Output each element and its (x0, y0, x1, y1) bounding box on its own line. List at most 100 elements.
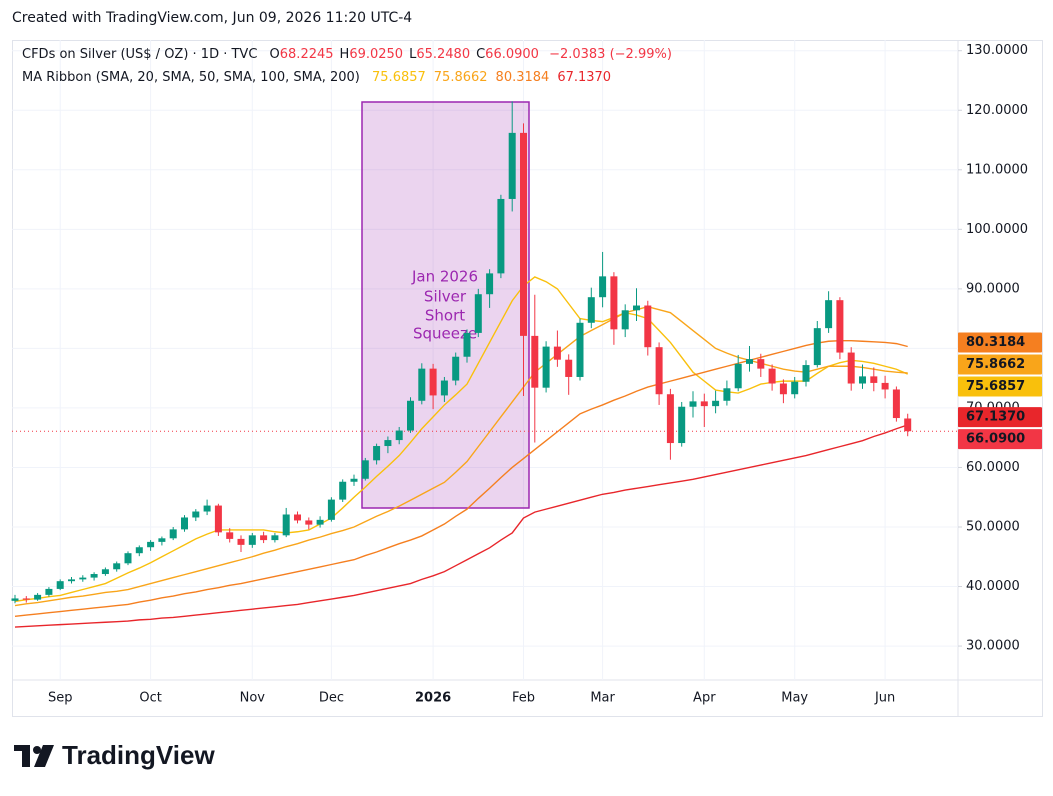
candle-body (621, 310, 629, 330)
y-tick-label: 40.0000 (966, 579, 1020, 594)
candle-body (90, 574, 98, 578)
candle-body (181, 517, 188, 530)
x-tick-label: Sep (48, 691, 73, 706)
candle-body (847, 352, 855, 384)
annotation-text: Silver (424, 288, 467, 306)
candle-body (113, 563, 121, 570)
ma-value: 80.3184 (495, 70, 550, 85)
annotation-text: Squeeze (413, 325, 477, 343)
y-tick-label: 30.0000 (966, 639, 1020, 654)
candle-body (124, 553, 132, 564)
x-tick-label: Nov (240, 691, 266, 706)
candle-body (429, 368, 437, 396)
ohlc-label: C (476, 47, 486, 62)
y-tick-label: 130.0000 (966, 43, 1028, 58)
y-tick-label: 60.0000 (966, 460, 1020, 475)
candle-body (350, 478, 358, 482)
candle-body (599, 276, 607, 298)
candle-body (395, 430, 403, 441)
candle-body (463, 332, 471, 357)
candle-body (870, 376, 878, 383)
ohlc-label: L (409, 47, 417, 62)
x-tick-label: 2026 (415, 691, 451, 706)
change: −2.0383 (−2.99%) (549, 47, 672, 62)
candle-body (452, 356, 460, 381)
chart-frame (12, 40, 1043, 717)
candle-body (135, 547, 143, 554)
logo: TradingView (14, 740, 215, 770)
candle-body (327, 499, 335, 520)
candle-body (689, 401, 697, 407)
price-label-box (958, 407, 1042, 428)
candle-body (486, 273, 494, 295)
logo-icon (34, 745, 54, 767)
logo-icon (22, 745, 30, 767)
grid (12, 40, 958, 680)
x-tick-label: Jun (874, 691, 895, 706)
candle-body (497, 198, 505, 274)
candle-body (339, 481, 347, 500)
x-tick-label: May (781, 691, 808, 706)
symbol: CFDs on Silver (US$ / OZ) · 1D · TVC (22, 47, 258, 62)
price-label-box (958, 354, 1042, 375)
x-tick-label: Oct (139, 691, 161, 706)
candle-body (440, 380, 448, 396)
price-label-box (958, 429, 1042, 450)
candle-body (802, 365, 810, 382)
candle-body (859, 376, 866, 384)
candle-body (813, 328, 821, 366)
candle-body (316, 519, 324, 525)
ma-value: 67.1370 (557, 70, 612, 85)
candle-body (520, 132, 527, 336)
candle-body (474, 294, 482, 333)
ma-line (14, 424, 908, 628)
annotation: Jan 2026 Silver Short Squeeze (361, 101, 530, 509)
candle-body (203, 505, 211, 512)
candle-body (576, 322, 584, 377)
candle-body (282, 514, 290, 536)
candle-body (248, 535, 256, 545)
candle-body (192, 511, 200, 518)
price-label: 75.6857 (966, 379, 1025, 394)
candle-body (633, 305, 640, 311)
candle-body (734, 363, 742, 389)
candle-body (407, 400, 414, 431)
candle-body (56, 581, 64, 589)
candle-body (361, 460, 369, 479)
y-tick-label: 50.0000 (966, 519, 1020, 534)
y-tick-label: 110.0000 (966, 162, 1028, 177)
candle-body (712, 400, 720, 407)
candle-body (45, 588, 53, 595)
candle-body (700, 401, 708, 407)
candle-body (101, 569, 109, 575)
logo-text: TradingView (62, 740, 215, 770)
candle-body (68, 579, 75, 582)
price-label: 67.1370 (966, 410, 1025, 425)
candle-body (260, 535, 268, 541)
candle-body (384, 440, 392, 447)
price-label-box (958, 332, 1042, 353)
candle-body (587, 297, 595, 323)
candle-body (305, 520, 313, 525)
candle-body (158, 538, 166, 542)
candle-body (904, 418, 912, 432)
candle-body (723, 388, 731, 401)
indicator: MA Ribbon (SMA, 20, SMA, 50, SMA, 100, S… (22, 70, 360, 85)
candle-body (508, 132, 516, 199)
y-tick-label: 90.0000 (966, 281, 1020, 296)
candle-body (34, 594, 42, 600)
annotation-text: Short (425, 307, 465, 325)
created-note: Created with TradingView.com, Jun 09, 20… (12, 10, 412, 26)
candle-body (147, 541, 155, 548)
candle-body (892, 389, 900, 419)
x-tick-label: Dec (319, 691, 344, 706)
candle-body (531, 335, 539, 388)
candle-body (644, 305, 652, 348)
ma-value: 75.6857 (372, 70, 426, 85)
candle-body (678, 406, 686, 444)
candle-body (11, 598, 19, 601)
ohlc-label: H (339, 47, 350, 62)
price-label: 75.8662 (966, 357, 1025, 372)
candle-body (757, 359, 765, 369)
